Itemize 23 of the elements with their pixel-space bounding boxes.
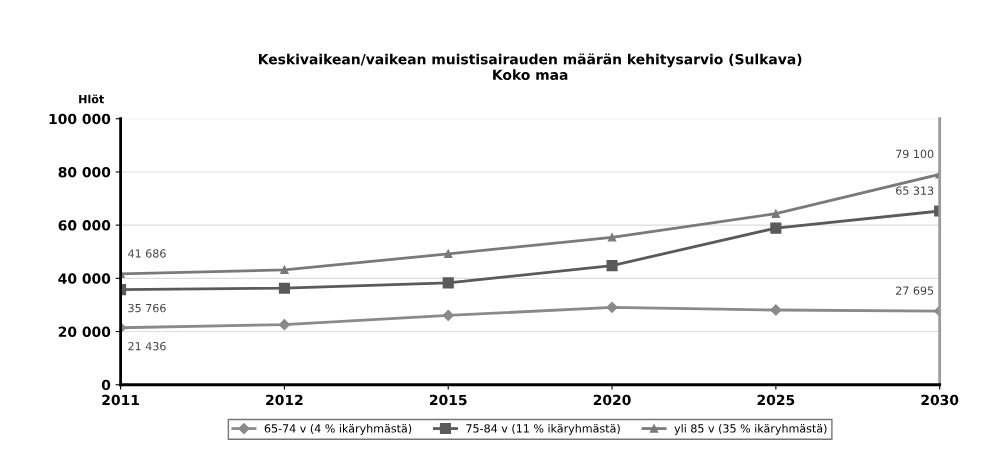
x-tick-label: 2025 xyxy=(757,394,795,406)
data-label: 21 436 xyxy=(128,341,166,351)
x-tick-label: 2015 xyxy=(430,394,467,406)
x-tick-label: 2012 xyxy=(266,394,303,406)
data-label: 27 695 xyxy=(896,286,934,295)
data-label: 65 313 xyxy=(896,186,934,195)
y-tick-label: 20 000 xyxy=(58,326,111,338)
y-axis-title: Hlöt xyxy=(79,94,104,104)
data-label: 41 686 xyxy=(128,249,166,258)
legend-label: yli 85 v (35 % ikäryhmästä) xyxy=(674,424,827,435)
data-label: 79 100 xyxy=(896,149,934,159)
y-tick-label: 100 000 xyxy=(49,113,111,125)
x-tick-label: 2011 xyxy=(102,394,139,406)
data-label: 35 766 xyxy=(128,303,166,313)
legend-label: 65-74 v (4 % ikäryhmästä) xyxy=(264,424,412,435)
y-tick-label: 0 xyxy=(101,379,111,391)
y-tick-label: 80 000 xyxy=(58,166,111,178)
y-tick-label: 60 000 xyxy=(58,220,111,231)
legend-label: 75-84 v (11 % ikäryhmästä) xyxy=(466,424,620,435)
chart-title: Keskivaikean/vaikean muistisairauden määrän kehitysarvio (Sulkava) Koko maa xyxy=(259,53,802,81)
y-tick-label: 40 000 xyxy=(58,273,111,284)
x-tick-label: 2020 xyxy=(593,394,631,406)
x-tick-label: 2030 xyxy=(921,394,959,406)
